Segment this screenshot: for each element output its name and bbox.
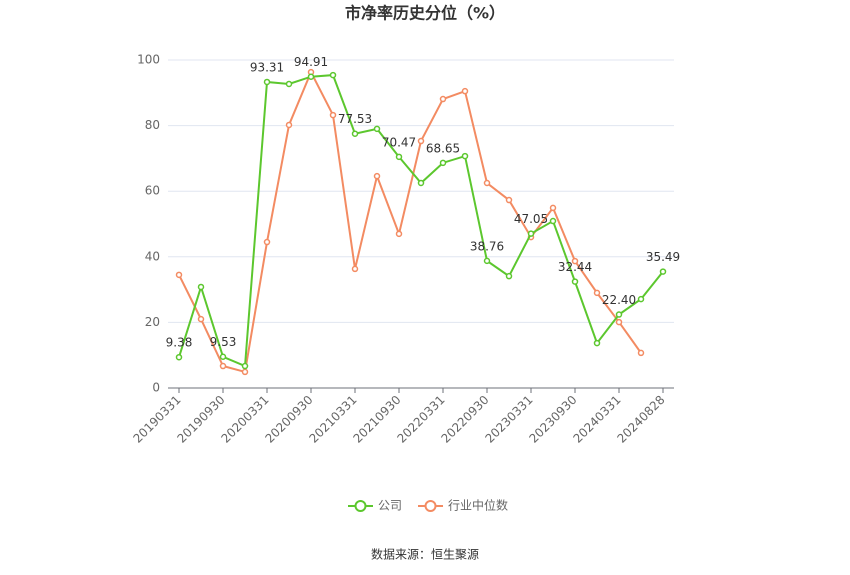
data-point [439, 159, 447, 167]
data-point [351, 265, 359, 273]
data-label: 35.49 [646, 250, 680, 264]
data-point [505, 196, 513, 204]
data-point [241, 362, 249, 370]
data-label: 9.38 [166, 336, 193, 350]
data-point [263, 238, 271, 246]
data-label: 77.53 [338, 112, 372, 126]
data-point [439, 95, 447, 103]
data-point [417, 137, 425, 145]
data-point [285, 121, 293, 129]
data-point [373, 172, 381, 180]
data-label: 22.40 [602, 293, 636, 307]
data-point [571, 257, 579, 265]
data-point [307, 73, 315, 80]
data-point [637, 349, 645, 357]
data-point [637, 295, 645, 303]
data-point [395, 230, 403, 238]
data-point [285, 80, 293, 88]
data-point [549, 204, 557, 212]
data-point [175, 271, 183, 279]
data-point [549, 217, 557, 225]
data-point [241, 368, 249, 376]
data-point [175, 353, 183, 361]
data-point [593, 339, 601, 347]
data-label: 9.53 [210, 335, 237, 349]
data-point [571, 278, 579, 285]
data-point [593, 289, 601, 297]
data-point [659, 268, 667, 275]
legend-label: 行业中位数 [448, 498, 508, 513]
data-point [417, 179, 425, 187]
data-point [395, 153, 403, 161]
data-point [219, 353, 227, 360]
x-tick-label: 20240828 [615, 393, 668, 446]
data-label: 70.47 [382, 135, 416, 149]
data-point [615, 311, 623, 318]
legend-marker [354, 500, 367, 512]
legend-label: 公司 [378, 499, 402, 513]
data-point [461, 87, 469, 95]
y-tick-label: 0 [152, 381, 160, 395]
data-label: 68.65 [426, 141, 460, 155]
legend-marker [424, 500, 437, 512]
series-line [178, 69, 642, 374]
chart-title: 市净率历史分位（%） [345, 4, 505, 23]
y-tick-label: 100 [137, 53, 160, 67]
data-point [351, 130, 359, 137]
data-label: 47.05 [514, 212, 548, 226]
data-point [197, 315, 205, 323]
data-label: 93.31 [250, 60, 284, 74]
data-point [329, 71, 337, 79]
source-note: 数据来源：恒生聚源 [371, 547, 479, 562]
data-point [615, 318, 623, 326]
data-point [483, 257, 491, 265]
data-point [197, 283, 205, 291]
y-tick-label: 40 [145, 249, 160, 263]
y-tick-label: 20 [145, 315, 160, 329]
y-tick-label: 60 [145, 184, 160, 198]
data-label: 94.91 [294, 55, 328, 69]
data-point [461, 152, 469, 160]
data-point [527, 230, 535, 237]
data-point [329, 111, 337, 119]
data-point [483, 179, 491, 187]
data-point [219, 362, 227, 370]
data-point [373, 125, 381, 133]
data-label: 38.76 [470, 239, 504, 253]
y-tick-label: 80 [145, 118, 160, 132]
data-point [505, 272, 513, 280]
data-label: 32.44 [558, 260, 592, 274]
data-point [263, 78, 271, 86]
